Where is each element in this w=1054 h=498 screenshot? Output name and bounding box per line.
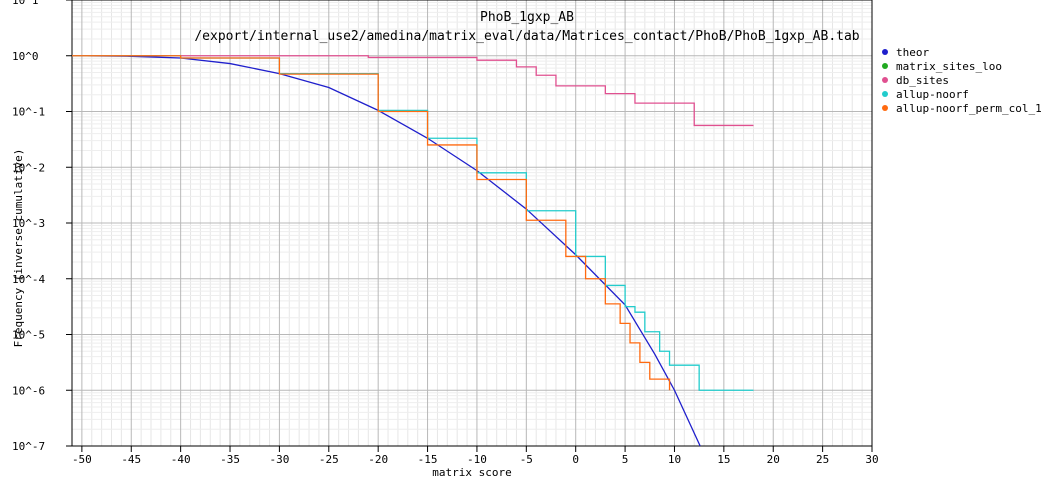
major-gridlines <box>72 0 873 447</box>
x-tick-label: -20 <box>368 453 388 466</box>
legend-label: db_sites <box>896 74 949 87</box>
legend-label: theor <box>896 46 929 59</box>
legend-marker <box>882 63 888 69</box>
y-tick-label: 10^-3 <box>12 217 45 230</box>
y-tick-label: 10^-5 <box>12 329 45 342</box>
legend: theormatrix_sites_loodb_sitesallup-noorf… <box>882 46 1042 115</box>
y-tick-label: 10^-2 <box>12 161 45 174</box>
x-tick-label: 10 <box>668 453 681 466</box>
legend-marker <box>882 105 888 111</box>
legend-marker <box>882 49 888 55</box>
x-tick-label: 25 <box>816 453 829 466</box>
x-axis-label: matrix score <box>432 466 511 479</box>
x-tick-label: -5 <box>520 453 533 466</box>
x-tick-label: 30 <box>865 453 878 466</box>
y-tick-label: 10^-4 <box>12 273 45 286</box>
legend-label: matrix_sites_loo <box>896 60 1002 73</box>
x-tick-label: -45 <box>121 453 141 466</box>
y-tick-label: 10^-6 <box>12 384 45 397</box>
x-tick-label: -30 <box>269 453 289 466</box>
x-tick-label: 0 <box>572 453 579 466</box>
series-line-db-sites <box>72 55 754 127</box>
y-axis-label: Frequency (inverse cumulative) <box>12 149 25 348</box>
x-tick-label: -40 <box>171 453 191 466</box>
legend-label: allup-noorf_perm_col_1 <box>896 102 1042 115</box>
x-tick-label: -35 <box>220 453 240 466</box>
x-tick-label: -10 <box>467 453 487 466</box>
x-axis-ticks: -50 -45 -40 -35 -30 -25 -20 -15 -10 -5 0 5 10 15 20 25 3… <box>72 446 879 466</box>
y-axis-ticks: 10^1 10^0 10^-1 10^-2 10^-3 10^-4 10^-5 10^-6 10… <box>12 0 72 453</box>
series-line-allup-noorf-perm-col-1 <box>72 55 671 391</box>
y-tick-label: 10^0 <box>12 50 39 63</box>
series-layer <box>71 55 754 447</box>
y-tick-label: 10^-1 <box>12 106 45 119</box>
x-tick-label: 20 <box>767 453 780 466</box>
x-tick-label: 15 <box>717 453 730 466</box>
y-tick-label: 10^-7 <box>12 440 45 453</box>
chart-subtitle: /export/internal_use2/amedina/matrix_eva… <box>194 29 859 44</box>
x-tick-label: -50 <box>72 453 92 466</box>
x-tick-label: 5 <box>622 453 629 466</box>
legend-marker <box>882 91 888 97</box>
y-tick-label: 10^1 <box>12 0 39 7</box>
legend-marker <box>882 77 888 83</box>
x-tick-label: -25 <box>319 453 339 466</box>
legend-label: allup-noorf <box>896 88 969 101</box>
chart-title: PhoB_1gxp_AB <box>480 10 574 25</box>
x-tick-label: -15 <box>418 453 438 466</box>
